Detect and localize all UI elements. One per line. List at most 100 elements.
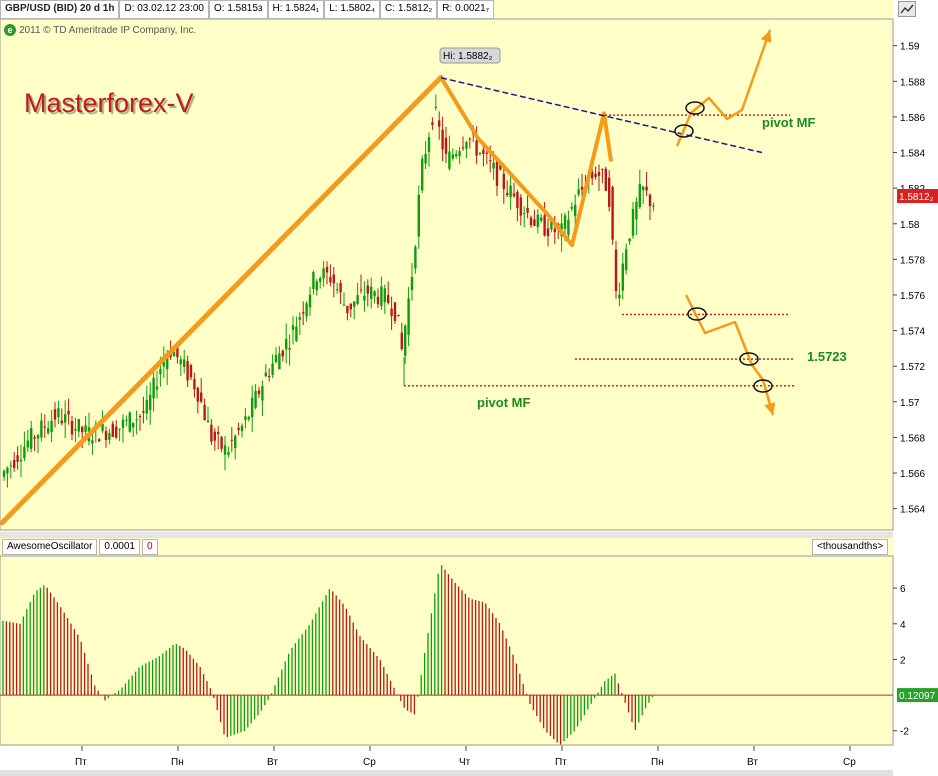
oscillator-name[interactable]: AwesomeOscillator	[2, 539, 98, 555]
candle-body	[64, 414, 67, 423]
candle-body	[393, 302, 397, 322]
price-tick-label: 1.568	[900, 433, 925, 444]
level-label: 1.5723	[807, 349, 847, 364]
oscillator-info-bar: AwesomeOscillator 0.0001 0	[2, 539, 158, 555]
candle-body	[376, 296, 380, 305]
time-tick-label: Чт	[459, 757, 471, 768]
candle-body	[33, 437, 36, 439]
candle-body	[121, 419, 125, 428]
candle-body	[172, 351, 176, 357]
candle-body	[482, 149, 485, 154]
candle-body	[451, 154, 454, 159]
candle-body	[240, 425, 244, 432]
price-tag-label: 1.5812₂	[899, 192, 934, 203]
candle-body	[98, 439, 101, 442]
candle-body	[414, 246, 417, 269]
candle-body	[108, 432, 111, 440]
time-tick-label: Пн	[171, 757, 184, 768]
candle-body	[132, 422, 135, 428]
pivot-touch-circle	[753, 379, 773, 393]
price-tick-label: 1.572	[900, 362, 925, 373]
candle-body	[356, 295, 359, 304]
symbol-label[interactable]: GBP/USD (BID) 20 d 1h	[0, 0, 120, 19]
price-tick-label: 1.59	[900, 42, 920, 53]
candle-body	[30, 428, 33, 449]
candle-body	[23, 446, 26, 459]
candle-body	[230, 439, 233, 441]
high-value: H: 1.5824₁	[267, 0, 325, 19]
candle-body	[237, 428, 240, 431]
brand-title: Masterforex-V	[24, 88, 194, 118]
candle-body	[234, 436, 237, 449]
candle-body	[189, 365, 193, 378]
candle-body	[444, 137, 448, 154]
time-tick-label: Пт	[75, 757, 87, 768]
candle-body	[492, 162, 495, 169]
candle-body	[495, 160, 499, 186]
pivot-label-lower: pivot MF	[477, 395, 530, 410]
projection-arrow-up-head	[760, 30, 772, 43]
candle-body	[478, 152, 482, 154]
candle-body	[183, 359, 186, 367]
candle-body	[247, 416, 250, 420]
candle-body	[553, 228, 556, 233]
candle-body	[200, 392, 203, 402]
candle-body	[594, 173, 597, 177]
candle-body	[387, 295, 390, 304]
candle-body	[563, 215, 567, 229]
candle-body	[186, 361, 189, 381]
candle-body	[193, 379, 196, 390]
candle-body	[574, 204, 577, 217]
candle-body	[308, 294, 312, 308]
candle-body	[502, 173, 505, 190]
candle-body	[149, 394, 152, 411]
candle-body	[506, 193, 509, 196]
date-value: D: 03.02.12 23:00	[119, 0, 209, 19]
candle-body	[597, 171, 601, 176]
candle-body	[652, 205, 655, 207]
candle-body	[2, 470, 6, 477]
candle-body	[325, 266, 329, 273]
candle-body	[648, 194, 652, 207]
candle-body	[438, 120, 441, 127]
candle-body	[550, 220, 553, 230]
scrollbar-track	[0, 770, 893, 776]
oscillator-tick-label: 4	[900, 620, 906, 631]
price-tick-label: 1.57	[900, 398, 920, 409]
candle-body	[591, 171, 594, 179]
candle-body	[319, 278, 322, 282]
candle-body	[210, 424, 213, 442]
oscillator-units: <thousandths>	[812, 539, 889, 555]
candle-body	[115, 426, 118, 438]
candle-body	[60, 420, 63, 424]
candle-body	[427, 137, 431, 152]
candle-body	[57, 408, 60, 418]
candle-body	[421, 158, 424, 191]
pivot-touch-circle	[687, 307, 707, 321]
candle-body	[529, 217, 533, 226]
candle-body	[424, 153, 427, 164]
candle-body	[577, 189, 580, 195]
price-tag-box	[897, 189, 938, 203]
time-tick-label: Пн	[651, 757, 664, 768]
candle-body	[404, 325, 407, 356]
range-value: R: 0.0021₇	[437, 0, 495, 19]
candle-body	[536, 214, 539, 227]
pivot-touch-circle	[685, 101, 705, 115]
candle-body	[475, 140, 478, 156]
candle-body	[611, 187, 614, 240]
candle-body	[509, 185, 512, 197]
oscillator-extra: 0	[142, 539, 158, 555]
close-value: C: 1.5812₂	[380, 0, 438, 19]
chart-settings-button[interactable]	[898, 1, 916, 17]
candle-body	[47, 428, 50, 434]
candle-body	[302, 312, 305, 314]
candle-body	[251, 397, 254, 418]
info-bar: GBP/USD (BID) 20 d 1h D: 03.02.12 23:00 …	[0, 0, 895, 19]
candle-body	[70, 420, 74, 435]
high-marker-box	[439, 47, 501, 64]
candle-body	[179, 359, 182, 365]
candle-body	[342, 304, 346, 306]
trend-zigzag	[439, 76, 613, 248]
